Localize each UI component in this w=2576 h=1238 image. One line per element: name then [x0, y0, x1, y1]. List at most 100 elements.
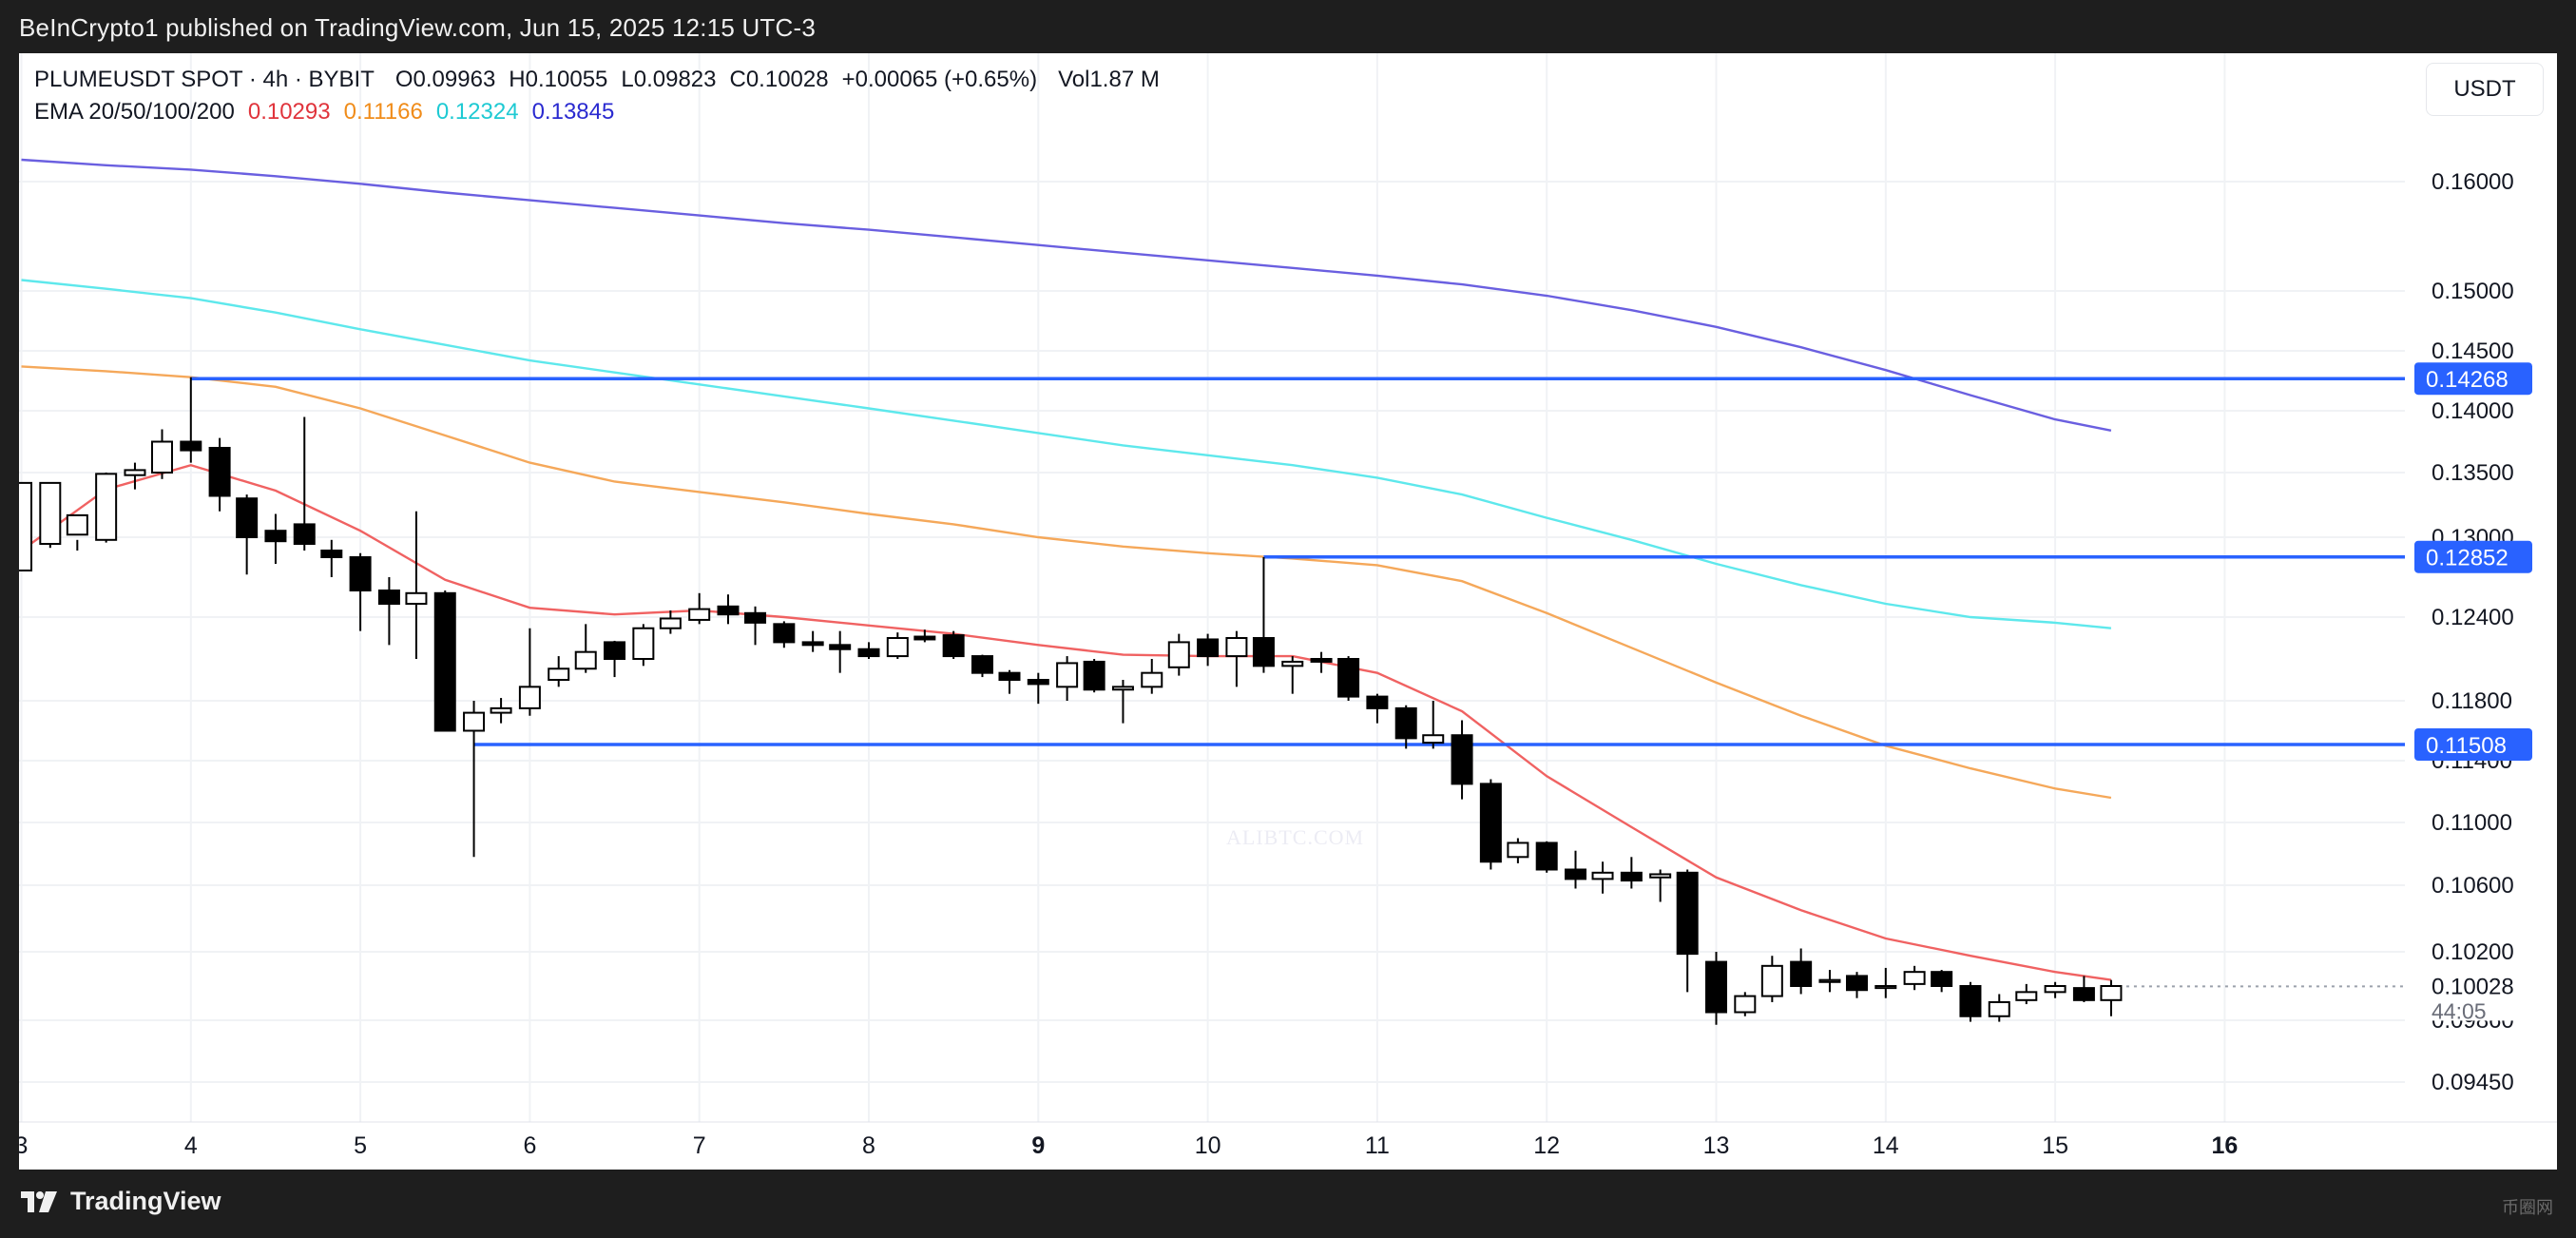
candle-body [264, 530, 287, 543]
candle [548, 656, 570, 687]
tradingview-brand[interactable]: TradingView [19, 1187, 221, 1216]
candle-body [1903, 971, 1926, 985]
candle [1451, 720, 1473, 800]
candle [1507, 838, 1529, 863]
candle-body [688, 608, 711, 621]
candle [1394, 705, 1417, 749]
candle [1111, 680, 1134, 724]
key-levels [190, 377, 2405, 988]
ema20-value: 0.10293 [247, 99, 331, 125]
candle [1874, 967, 1897, 998]
symbol-label[interactable]: PLUMEUSDT SPOT · 4h · BYBIT [34, 67, 375, 92]
candle-body [1959, 985, 1982, 1017]
candle [1988, 994, 2010, 1022]
price-tick-label: 0.12400 [2432, 605, 2514, 630]
candle [1310, 651, 1333, 673]
candle [744, 606, 767, 646]
ema50-value: 0.11166 [343, 99, 423, 125]
candle-body [773, 623, 796, 644]
candle [377, 577, 400, 646]
candle [433, 590, 456, 732]
candle [1252, 557, 1275, 673]
candle [1591, 861, 1614, 894]
candle-body [604, 641, 626, 661]
candle [1818, 970, 1841, 993]
time-tick-label: 4 [184, 1132, 198, 1159]
price-chart[interactable]: 0.160000.150000.145000.140000.135000.130… [19, 53, 2557, 1170]
ema-label[interactable]: EMA 20/50/100/200 [34, 99, 235, 125]
candle-body [405, 591, 428, 605]
candle-body [1790, 960, 1813, 988]
candle [942, 630, 965, 659]
candle-body [1649, 873, 1672, 879]
candle [1167, 633, 1190, 676]
candles [19, 377, 2123, 1025]
candle-body [886, 637, 909, 658]
candle-body [320, 550, 343, 558]
candle [2100, 979, 2123, 1016]
price-axis[interactable]: 0.160000.150000.145000.140000.135000.130… [2409, 53, 2557, 1122]
candle-body [998, 671, 1021, 682]
time-tick-label: 14 [1873, 1132, 1899, 1159]
ema-20-line [20, 463, 2112, 981]
time-tick-label: 10 [1195, 1132, 1221, 1159]
candle-body [2015, 991, 2038, 1001]
candle [1760, 956, 1783, 1002]
chart-panel[interactable]: 0.16000 0.15000 0.14500 0.14000 0.13500 0.130… [19, 53, 2557, 1170]
candle [1903, 965, 1926, 991]
candle [39, 481, 62, 549]
candle-body [463, 711, 486, 732]
candle-body [1422, 734, 1445, 745]
price-tick-label: 0.11800 [2432, 688, 2512, 714]
level-tag-bg [2414, 540, 2532, 573]
time-tick-label: 6 [523, 1132, 536, 1159]
time-axis[interactable]: 3 4 5 6 7 8 9 10 11 12 13 14 15 16 [19, 1121, 2557, 1159]
close-value: C0.10028 [729, 67, 829, 92]
candle [1676, 869, 1699, 993]
candle [1649, 869, 1672, 902]
candle-body [1083, 660, 1105, 691]
candle-body [1676, 871, 1699, 956]
time-tick-label: 9 [1031, 1132, 1045, 1159]
time-tick-label: 12 [1533, 1132, 1560, 1159]
candle [886, 632, 909, 659]
level-tag-label: 0.12852 [2426, 546, 2509, 571]
candle-body [829, 644, 852, 650]
time-tick-label: 3 [19, 1132, 28, 1159]
candle-body [574, 650, 597, 670]
candle [1281, 656, 1304, 694]
candle-body [1931, 971, 1953, 987]
candle-body [124, 469, 146, 476]
candle [2044, 981, 2067, 998]
level-price-tag: 0.11508 [2414, 727, 2532, 761]
candle [659, 610, 682, 634]
candle [236, 494, 259, 575]
footer-bar: TradingView 币圈网 [0, 1170, 2576, 1238]
price-tick-label: 0.10600 [2432, 873, 2514, 899]
candle [320, 539, 343, 577]
candle [1366, 693, 1389, 724]
candle-body [1535, 841, 1558, 871]
candle-body [971, 655, 993, 674]
candle-body [490, 706, 512, 714]
candle-body [180, 440, 202, 452]
candle [1734, 992, 1757, 1016]
candle [998, 669, 1021, 694]
watermark: ALIBTC.COM [1226, 825, 1365, 849]
time-tick-label: 11 [1365, 1132, 1390, 1159]
candle-body [1591, 871, 1614, 880]
candle [913, 629, 936, 643]
candle-body [1507, 841, 1529, 859]
currency-button[interactable]: USDT [2426, 63, 2544, 116]
time-tick-label: 7 [693, 1132, 706, 1159]
candle-body [548, 667, 570, 681]
candle-body [1167, 641, 1190, 668]
candle-body [39, 481, 62, 546]
candle-body [744, 611, 767, 624]
candle [95, 473, 118, 543]
level-tag-label: 0.14268 [2426, 367, 2509, 393]
candle [124, 462, 146, 490]
candle [1197, 633, 1220, 667]
candle [463, 701, 486, 858]
candle-body [2044, 985, 2067, 994]
